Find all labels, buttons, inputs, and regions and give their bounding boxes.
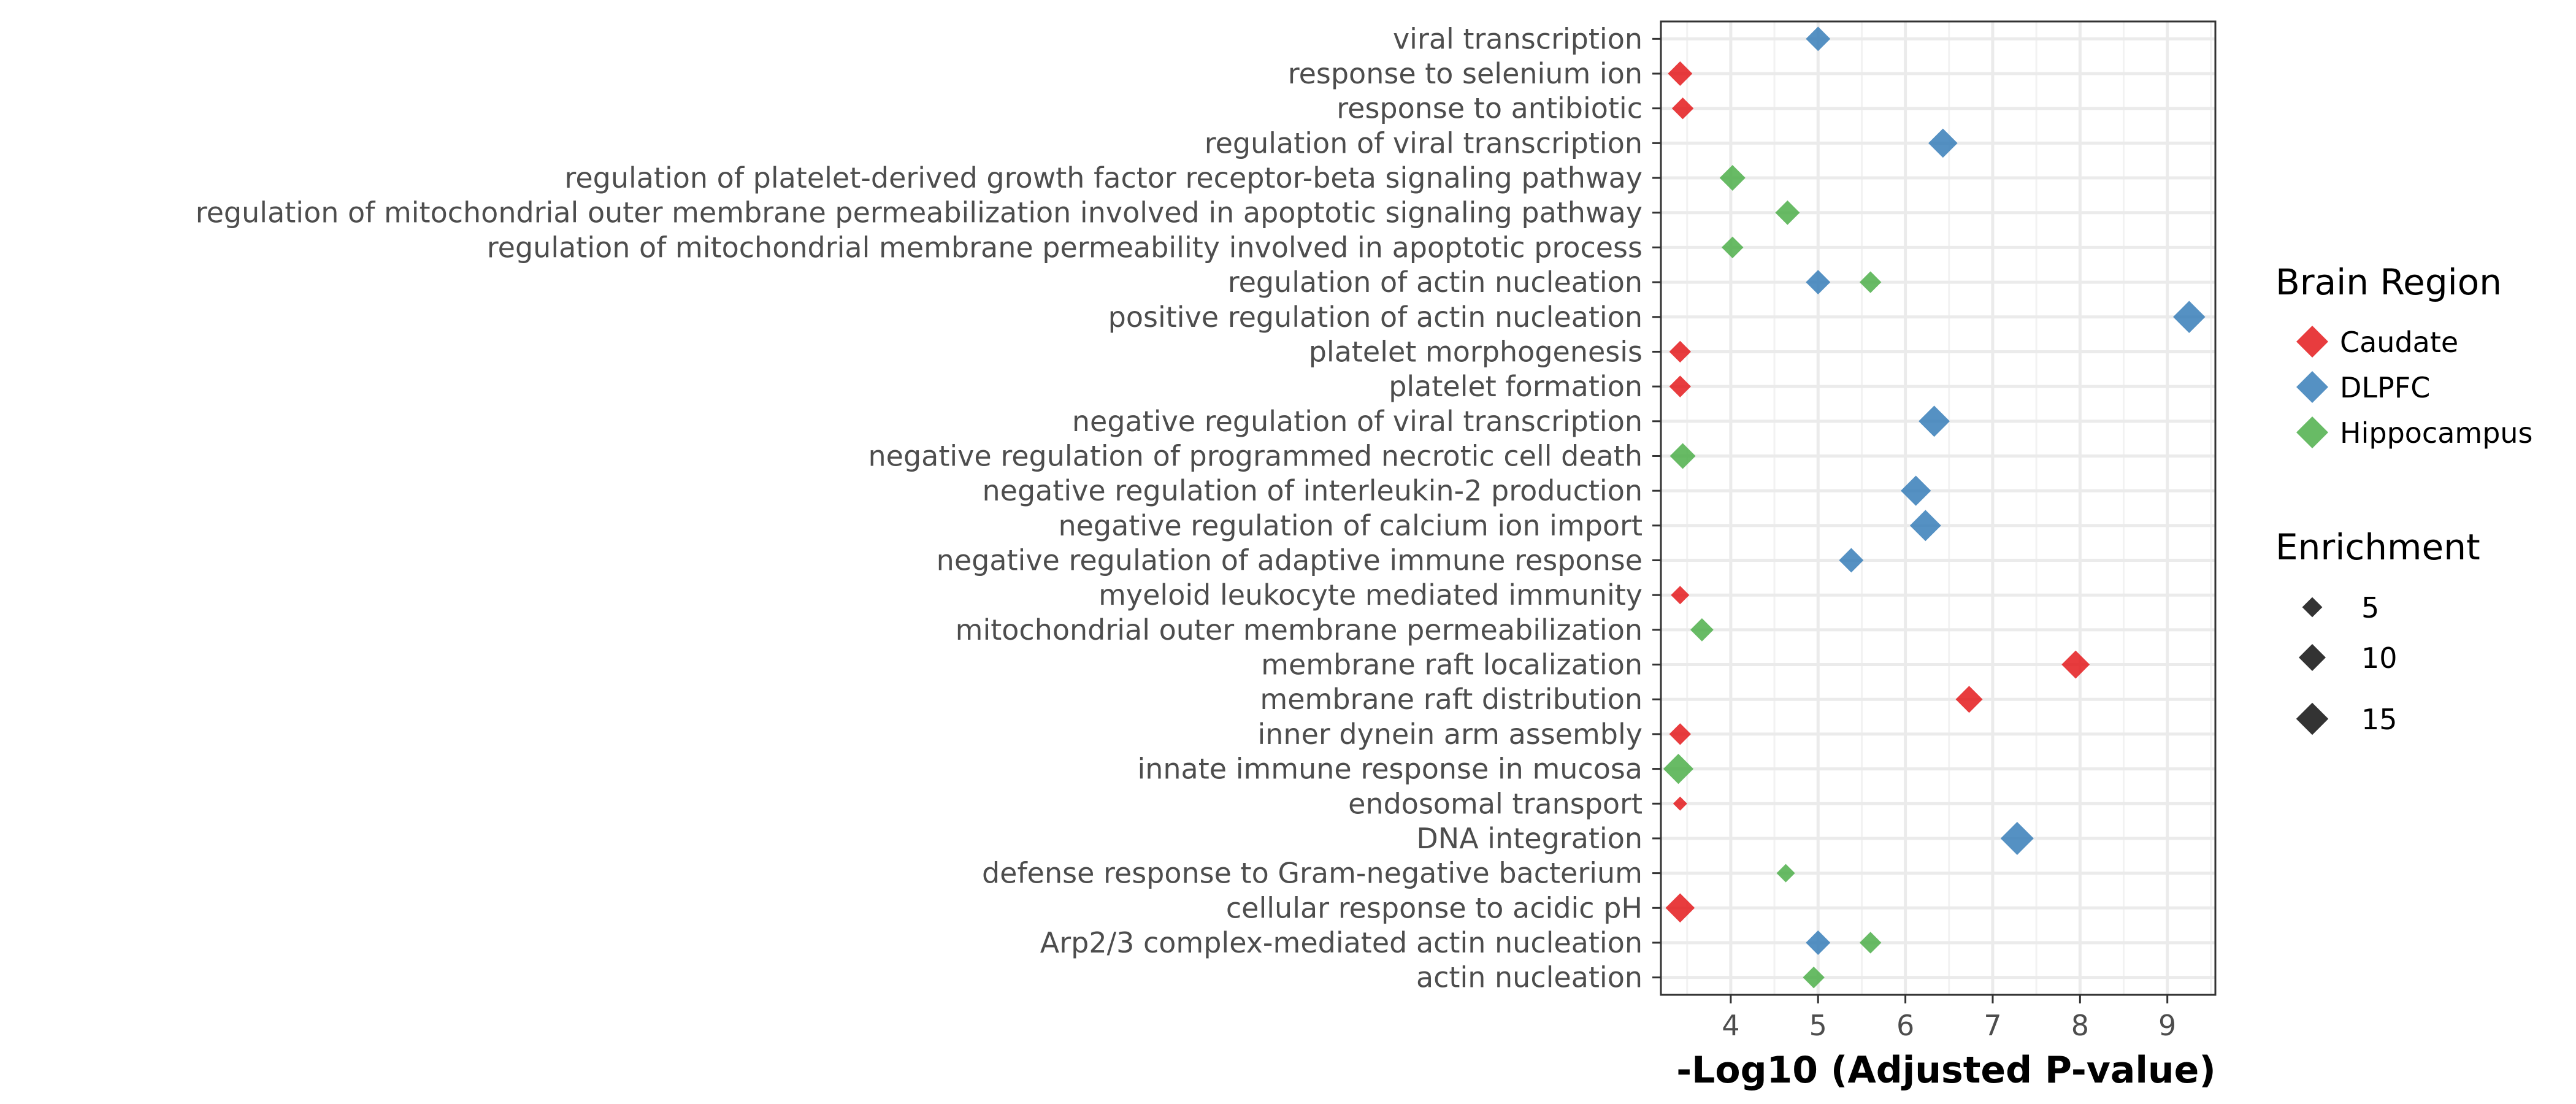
point-hippocampus [1859,932,1882,954]
legend-key-caudate [2296,326,2328,358]
legend-label-caudate: Caudate [2340,326,2458,359]
x-axis-ticks: 4 5 6 7 8 9 [1722,995,2176,1042]
point-dlpfc [1909,510,1941,542]
y-tick-label: inner dynein arm assembly [1257,718,1643,751]
legend-size-key [2299,644,2326,671]
point-caudate [1669,723,1692,745]
legend-size-label: 5 [2361,591,2379,624]
panel-border [1660,20,2217,996]
point-dlpfc [1839,548,1864,573]
point-hippocampus [1669,443,1696,469]
y-tick-label: membrane raft distribution [1260,683,1643,716]
legend-size-label: 15 [2361,703,2398,736]
point-caudate [1673,796,1687,811]
legend-size-label: 10 [2361,642,2398,675]
y-tick-label: negative regulation of calcium ion impor… [1058,509,1643,542]
y-tick-label: innate immune response in mucosa [1137,753,1643,786]
y-tick-label: negative regulation of adaptive immune r… [937,544,1643,577]
point-hippocampus [1859,271,1882,293]
point-hippocampus [1775,200,1800,225]
legend-size-key [2302,597,2323,618]
y-tick-label: membrane raft localization [1261,648,1643,681]
x-tick-label: 8 [2071,1009,2089,1042]
y-tick-label: negative regulation of programmed necrot… [868,439,1643,472]
y-tick-label: regulation of mitochondrial outer membra… [196,196,1643,229]
y-tick-label: platelet formation [1389,370,1643,403]
plot-panel [1661,21,2215,995]
y-tick-label: regulation of mitochondrial membrane per… [487,231,1643,264]
point-dlpfc [1928,128,1958,158]
point-hippocampus [1722,236,1744,259]
point-caudate [2061,650,2090,679]
legend-color-title: Brain Region [2275,261,2502,303]
legend-label-hippocampus: Hippocampus [2340,416,2533,450]
point-caudate [1669,340,1692,363]
y-tick-label: myeloid leukocyte mediated immunity [1098,578,1643,611]
point-dlpfc [1901,475,1931,506]
legend-key-dlpfc [2296,371,2328,403]
legend: Brain Region Enrichment Caudate DLPFC Hipp… [2275,261,2533,736]
y-tick-label: regulation of platelet-derived growth fa… [564,161,1643,194]
x-tick-label: 9 [2158,1009,2176,1042]
point-dlpfc [2000,821,2034,855]
point-dlpfc [1806,270,1831,295]
point-dlpfc [1806,26,1831,52]
y-tick-label: positive regulation of actin nucleation [1108,301,1643,334]
y-tick-label: defense response to Gram-negative bacter… [982,857,1643,890]
y-tick-label: viral transcription [1393,22,1643,55]
point-hippocampus [1776,864,1795,883]
x-tick-label: 6 [1896,1009,1914,1042]
point-caudate [1665,893,1695,923]
point-dlpfc [2173,301,2206,334]
legend-size-key [2296,702,2329,735]
y-tick-label: actin nucleation [1416,961,1643,994]
y-tick-label: negative regulation of interleukin-2 pro… [982,474,1643,507]
legend-label-dlpfc: DLPFC [2340,371,2430,404]
panel-background [1661,21,2215,995]
y-tick-label: DNA integration [1416,822,1643,855]
point-dlpfc [1806,930,1831,955]
x-tick-label: 7 [1984,1009,2001,1042]
x-tick-label: 4 [1722,1009,1739,1042]
point-caudate [1671,97,1694,120]
y-tick-label: platelet morphogenesis [1309,335,1643,368]
y-tick-label: response to antibiotic [1336,92,1643,125]
data-points [1663,26,2206,989]
point-caudate [1669,375,1692,397]
point-caudate [1668,61,1693,86]
y-tick-label: cellular response to acidic pH [1226,891,1643,924]
point-dlpfc [1919,405,1950,437]
point-hippocampus [1719,165,1746,191]
legend-key-hippocampus [2296,416,2328,448]
y-tick-label: mitochondrial outer membrane permeabiliz… [956,613,1643,646]
y-tick-label: negative regulation of viral transcripti… [1072,405,1643,438]
point-caudate [1671,586,1690,605]
y-tick-label: Arp2/3 complex-mediated actin nucleation [1040,926,1643,959]
x-tick-label: 5 [1809,1009,1827,1042]
y-tick-label: endosomal transport [1348,787,1643,820]
point-hippocampus [1803,966,1825,989]
point-hippocampus [1663,753,1694,784]
point-caudate [1955,686,1983,713]
legend-size-title: Enrichment [2275,526,2480,568]
point-hippocampus [1690,618,1714,642]
x-axis-title: -Log10 (Adjusted P-value) [1676,1049,2216,1092]
y-tick-label: regulation of actin nucleation [1228,266,1643,299]
y-tick-label: regulation of viral transcription [1205,126,1643,159]
y-tick-label: response to selenium ion [1288,57,1643,90]
